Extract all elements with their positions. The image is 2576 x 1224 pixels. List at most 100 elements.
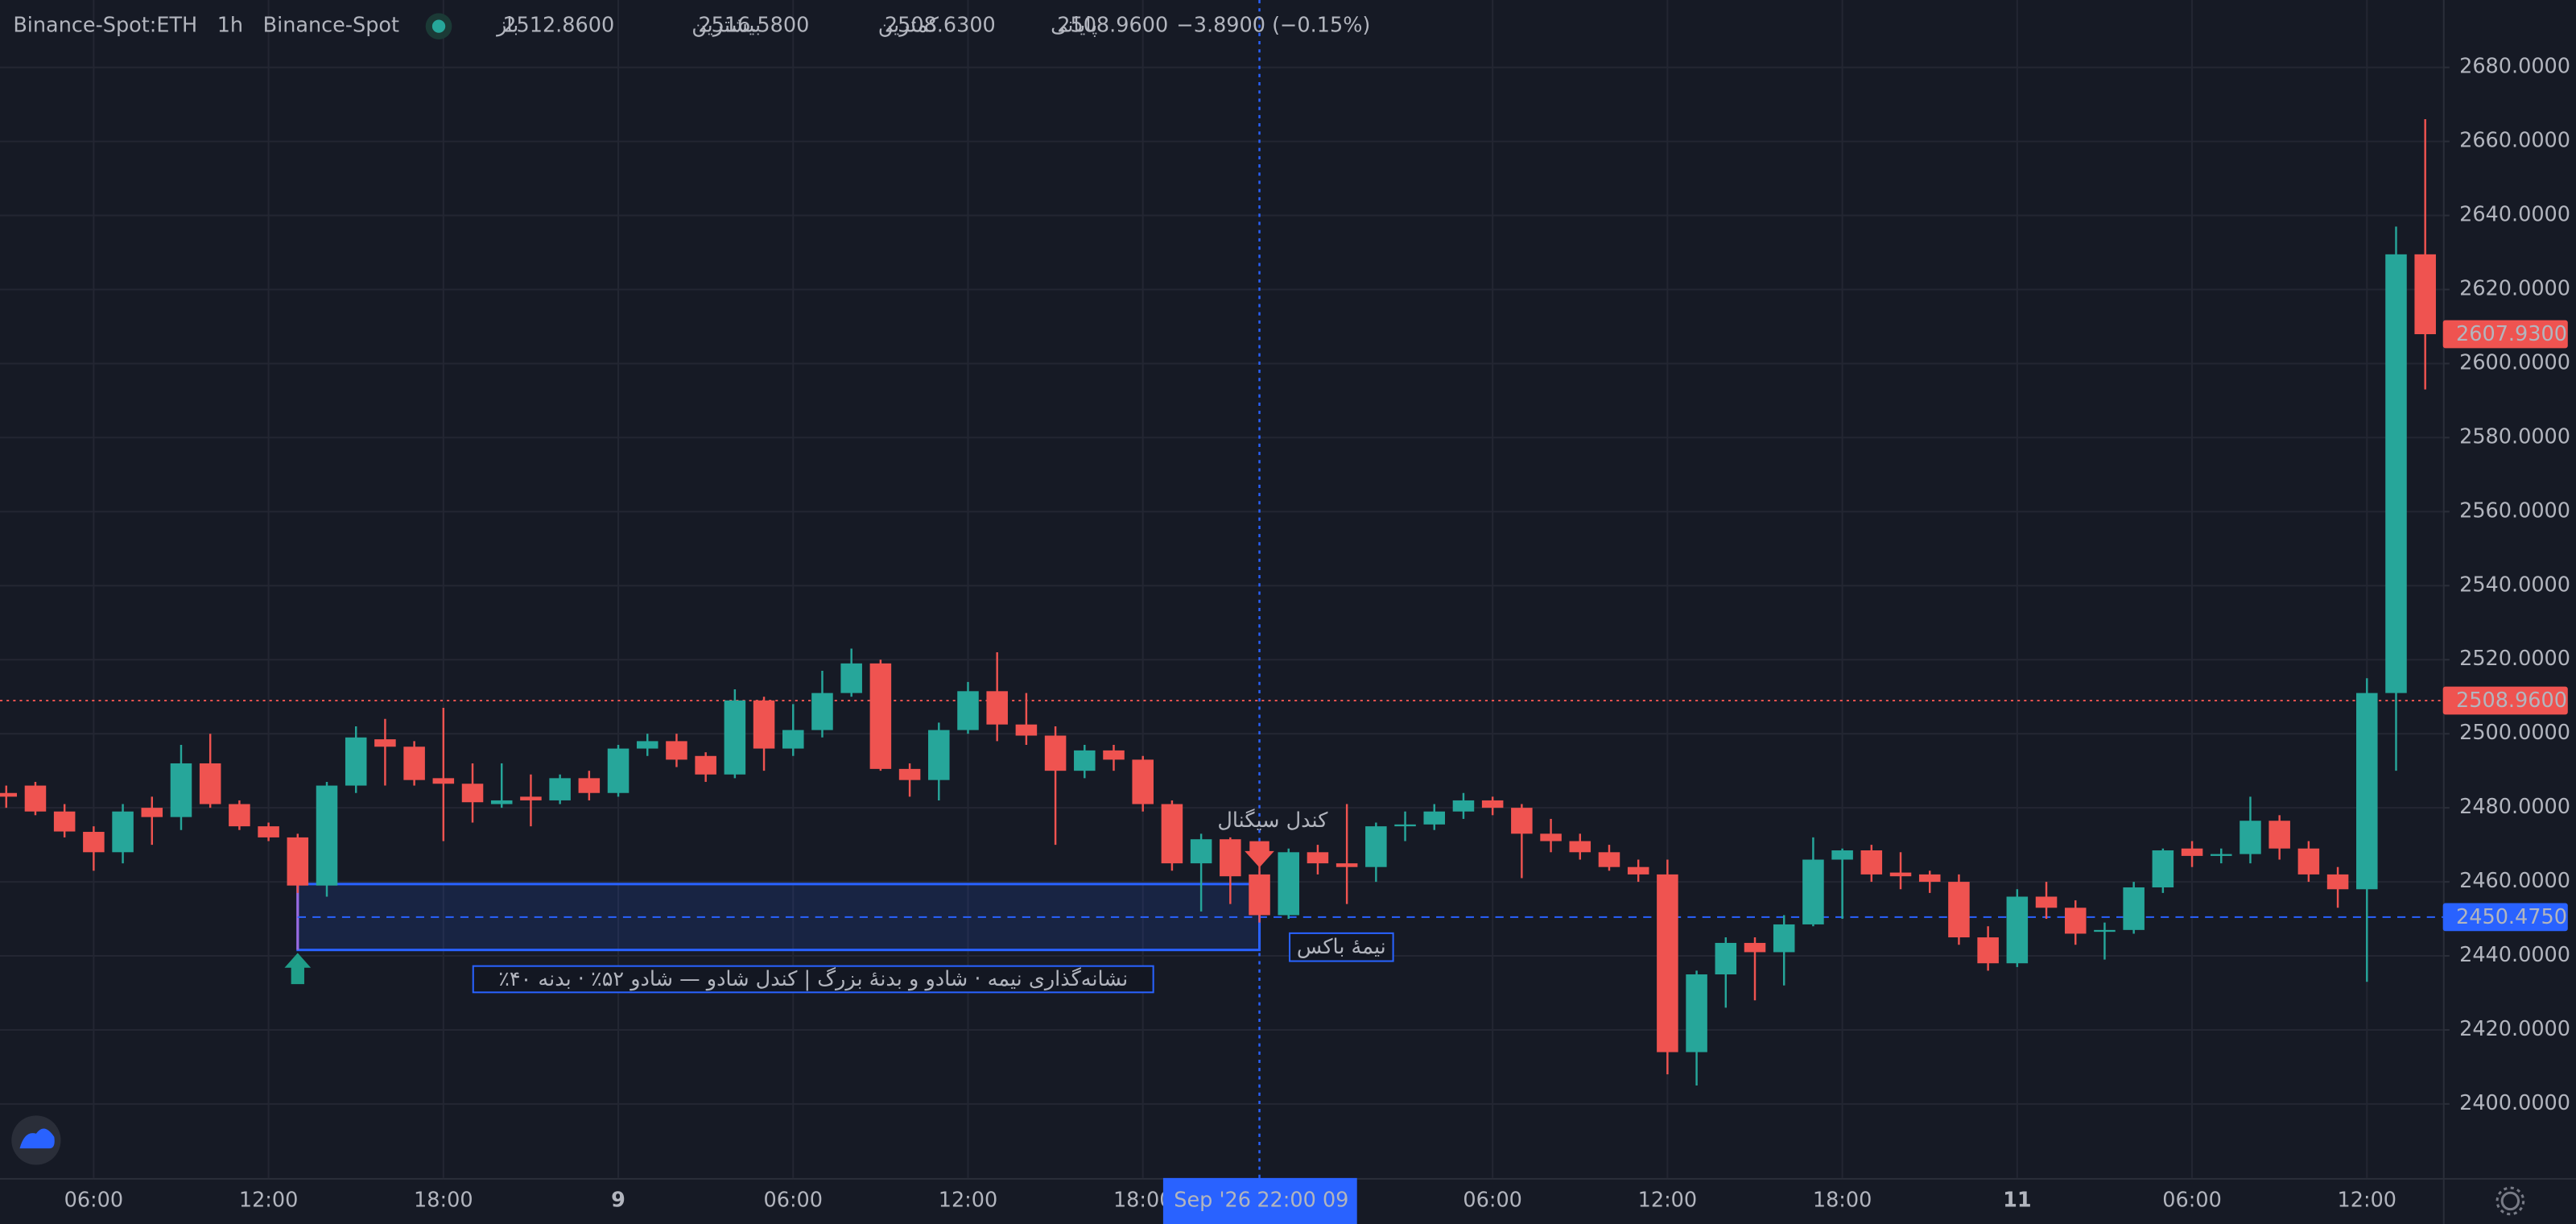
candle-body xyxy=(2297,848,2320,875)
candle-body xyxy=(83,832,105,853)
candle-body xyxy=(1103,750,1125,760)
candle-body xyxy=(24,785,47,812)
axes: 2400.0000 2420.0000 2440.0000 2460.0000 2480… xyxy=(64,55,2570,1224)
candle-body xyxy=(374,739,396,747)
candle-body xyxy=(2414,254,2436,335)
price-label-bg xyxy=(2442,320,2568,349)
entry-arrow xyxy=(284,953,312,985)
box-mid-label: نیمهٔ باکس xyxy=(1297,935,1386,959)
logo-cloud[interactable] xyxy=(19,1128,55,1149)
candle-body xyxy=(0,792,18,797)
candle-body xyxy=(898,768,921,780)
candle-body xyxy=(1365,826,1387,867)
x-tick-label: 18:00 xyxy=(1813,1188,1872,1212)
candle-body xyxy=(1190,839,1212,864)
candle-body xyxy=(1860,850,1883,875)
price-label: 2450.4750 xyxy=(2456,905,2567,929)
signal-arrow xyxy=(1245,841,1274,868)
y-tick-label: 2600.0000 xyxy=(2459,350,2570,374)
candle-body xyxy=(811,693,833,730)
legend-value: 2516.5800 xyxy=(698,14,809,38)
candle-body xyxy=(520,796,542,800)
interval: 1h xyxy=(217,14,243,38)
candle-body xyxy=(2326,874,2349,890)
candle-body xyxy=(1627,866,1649,875)
symbol: Binance-Spot:ETH xyxy=(13,14,197,38)
settings-gear[interactable] xyxy=(2500,1191,2520,1211)
candle-body xyxy=(724,700,746,775)
candle-body xyxy=(2211,854,2232,856)
legend-label: کمترین xyxy=(878,14,939,38)
candle-body xyxy=(2152,850,2174,887)
candle-body xyxy=(403,746,425,780)
candle-body xyxy=(1686,974,1707,1052)
candle-body xyxy=(840,663,862,693)
candle-body xyxy=(869,663,892,769)
crosshair-time: 22:00 09 xyxy=(1257,1188,1348,1212)
candle-body xyxy=(2064,908,2087,934)
candle-body xyxy=(432,778,455,784)
y-tick-label: 2400.0000 xyxy=(2459,1091,2570,1115)
logo[interactable] xyxy=(11,1115,61,1165)
candle-body xyxy=(258,826,279,837)
candle-body xyxy=(549,778,571,800)
y-tick-label: 2480.0000 xyxy=(2459,795,2570,819)
candle-body xyxy=(666,741,687,760)
candle-body xyxy=(1044,735,1067,771)
candle-body xyxy=(1715,942,1737,975)
price-label-bg xyxy=(2442,686,2568,715)
x-tick-label: 06:00 xyxy=(2162,1188,2222,1212)
settings-gear-teeth[interactable] xyxy=(2496,1186,2525,1216)
legend-label: بیشترین xyxy=(691,14,761,38)
candles xyxy=(0,119,2436,1085)
candle-body xyxy=(1657,874,1678,1052)
candle-body xyxy=(1394,824,1416,827)
candle-body xyxy=(1569,841,1591,853)
x-tick-label: 12:00 xyxy=(2338,1188,2397,1212)
candle-body xyxy=(1249,874,1270,916)
legend-label: باز xyxy=(495,14,518,38)
price-label: 2607.9300 xyxy=(2456,322,2567,346)
y-tick-label: 2580.0000 xyxy=(2459,424,2570,449)
candle-body xyxy=(1511,808,1533,834)
candle-body xyxy=(141,808,163,817)
candle-body xyxy=(1977,937,1999,964)
candle-body xyxy=(1278,852,1299,916)
candle-body xyxy=(1452,800,1475,812)
annotations: کندل سیگنال نیمهٔ باکس نشانه‌گذاری نیمه · … xyxy=(284,808,1394,994)
candle-body xyxy=(636,741,658,749)
candle-body xyxy=(1220,839,1241,877)
candle-body xyxy=(1802,859,1824,924)
x-tick-label: 06:00 xyxy=(1463,1188,1522,1212)
y-tick-label: 2500.0000 xyxy=(2459,721,2570,745)
legend-label: پایانی xyxy=(1051,14,1097,38)
x-tick-label: 18:00 xyxy=(414,1188,473,1212)
y-tick-label: 2620.0000 xyxy=(2459,277,2570,301)
exchange: Binance-Spot xyxy=(263,14,399,38)
candle-body xyxy=(461,784,484,803)
box-mid-label-bg xyxy=(1289,932,1394,962)
candle-body xyxy=(1889,872,1912,877)
candle-body xyxy=(316,785,338,886)
candle-body xyxy=(345,737,367,786)
candle-body xyxy=(2385,254,2407,693)
settings-button[interactable] xyxy=(2496,1186,2525,1216)
candle-body xyxy=(2268,821,2290,849)
candle-body xyxy=(2356,693,2378,890)
candle-body xyxy=(1161,804,1183,864)
candle-body xyxy=(1948,882,1970,938)
candle-body xyxy=(1335,863,1358,867)
x-tick-label: 9 xyxy=(611,1188,625,1212)
x-tick-label: 11 xyxy=(2003,1188,2032,1212)
y-tick-label: 2540.0000 xyxy=(2459,573,2570,597)
y-tick-label: 2420.0000 xyxy=(2459,1017,2570,1041)
candle-body xyxy=(1773,924,1795,953)
legend-value: 2512.8600 xyxy=(503,14,614,38)
x-tick-label: 18:00 xyxy=(1113,1188,1173,1212)
candle-body xyxy=(170,763,192,817)
legend-change: −3.8900 (−0.15%) xyxy=(1176,14,1370,38)
candle-body xyxy=(986,691,1008,725)
candle-body xyxy=(695,755,716,775)
crosshair-date: Sep '26 xyxy=(1174,1188,1251,1212)
x-tick-label: 06:00 xyxy=(764,1188,824,1212)
